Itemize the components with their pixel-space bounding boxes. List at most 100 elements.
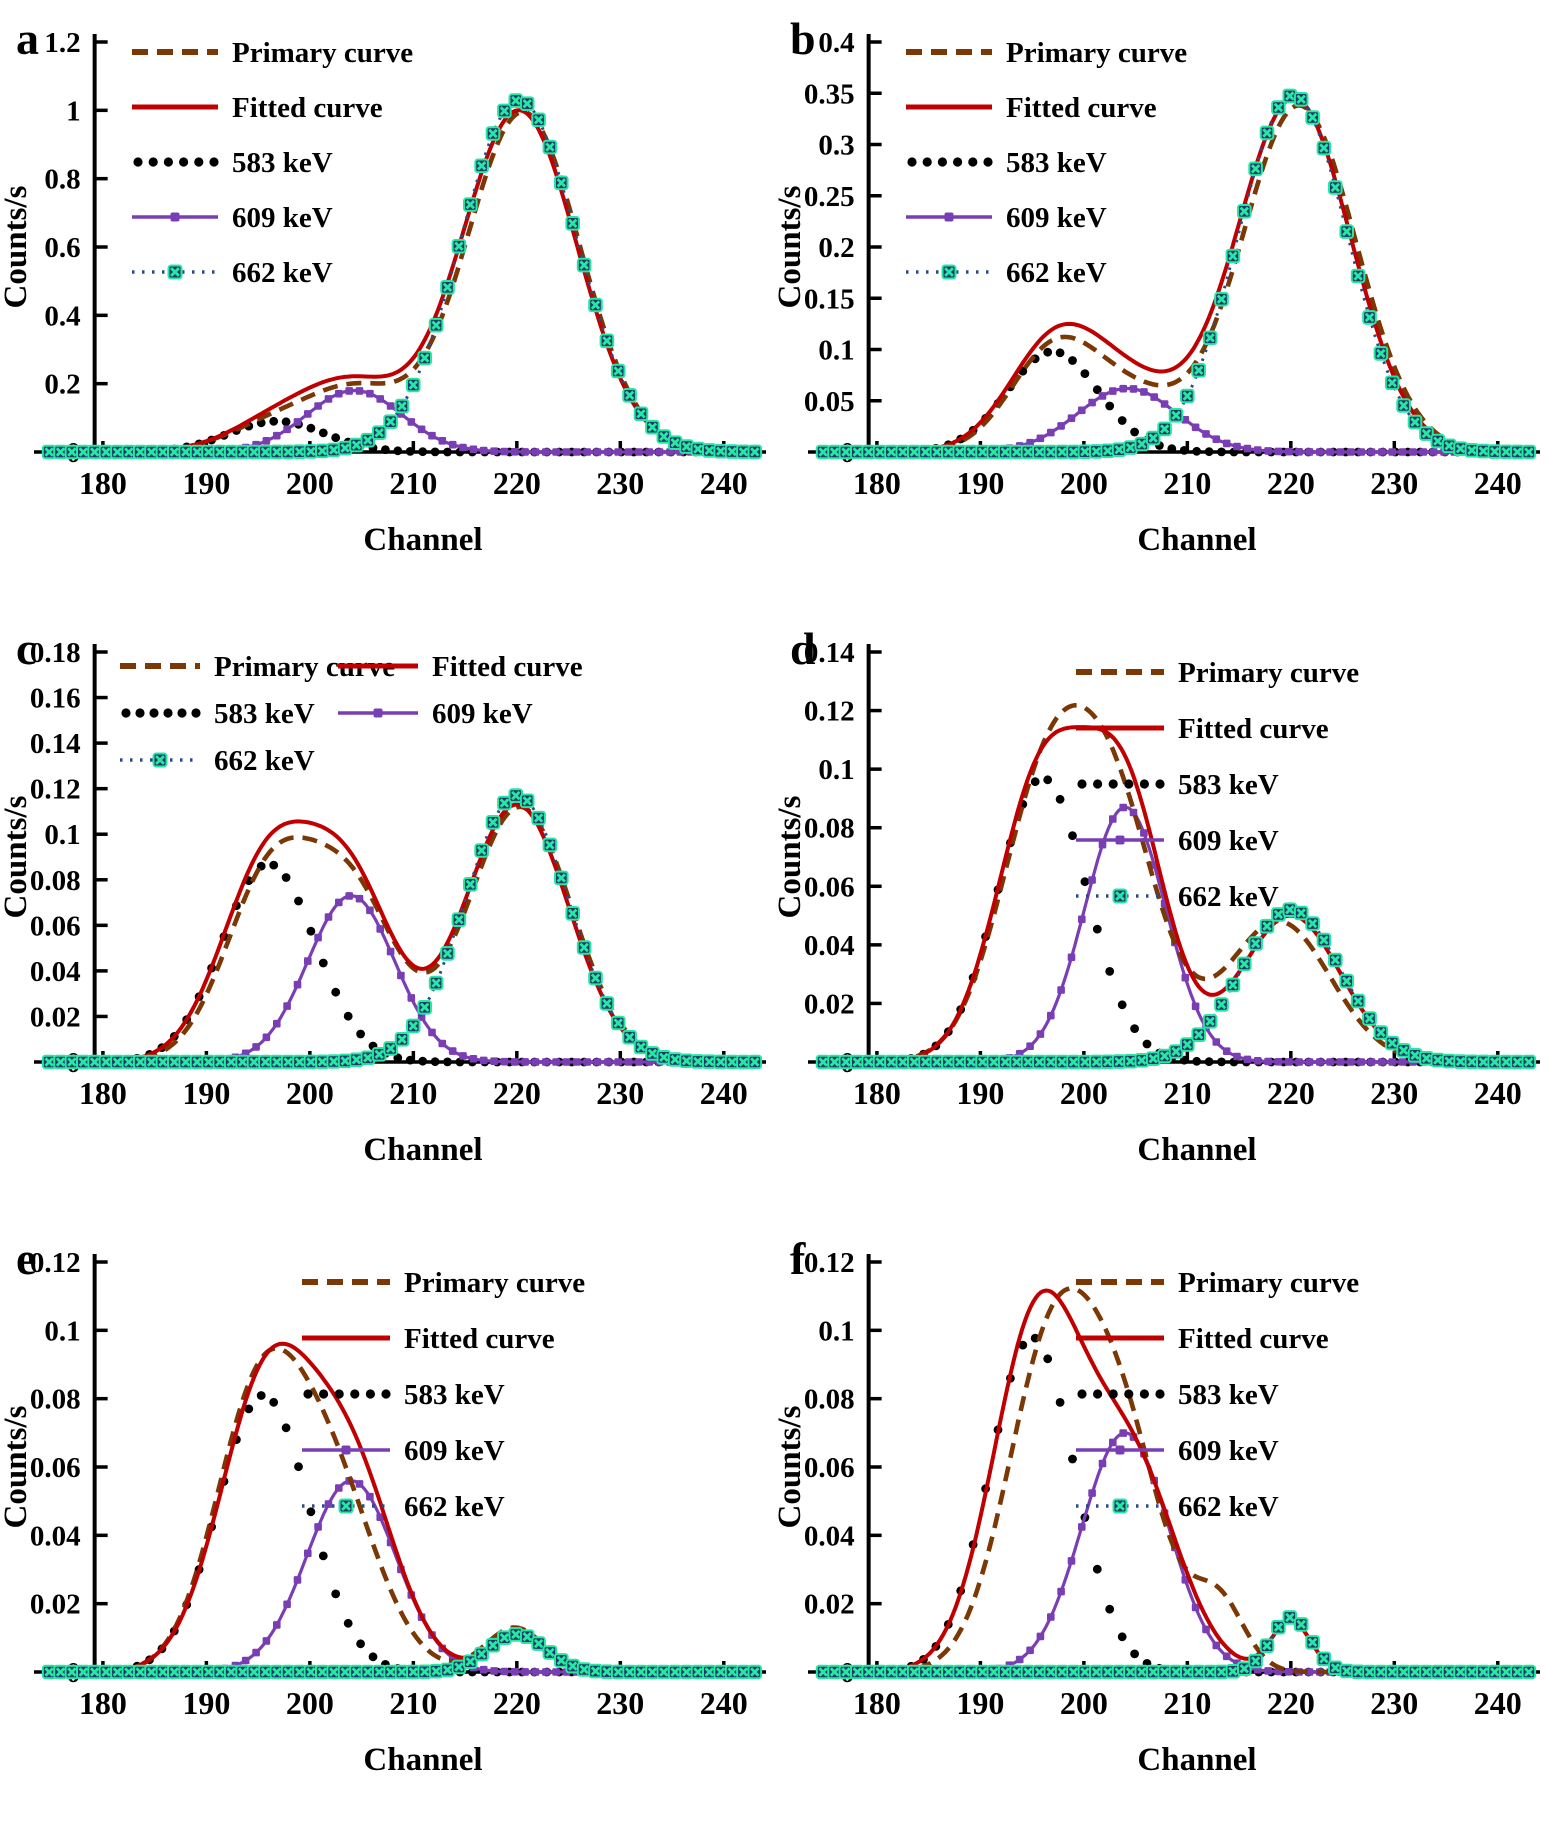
square-marker bbox=[1067, 1557, 1076, 1565]
xsquare-marker bbox=[736, 444, 751, 460]
xsquare-marker bbox=[975, 1664, 990, 1680]
dot-marker bbox=[318, 958, 328, 968]
xsquare-diag2 bbox=[829, 1057, 840, 1067]
xsquare-diag2 bbox=[693, 1056, 703, 1067]
xsquare-marker bbox=[1373, 346, 1389, 361]
xsquare-diag2 bbox=[260, 1057, 271, 1067]
xsquare-diag2 bbox=[1239, 1664, 1249, 1674]
y-tick-label: 0.08 bbox=[804, 813, 855, 845]
y-tick-label: 0.06 bbox=[30, 1452, 81, 1484]
xsquare-diag2 bbox=[511, 95, 521, 106]
xsquare-diag2 bbox=[955, 1057, 965, 1067]
xsquare-marker bbox=[1248, 936, 1263, 951]
xsquare-marker bbox=[1362, 1664, 1377, 1680]
xsquare-diag2 bbox=[704, 1667, 714, 1677]
dot-marker bbox=[1204, 1057, 1214, 1067]
xsquare-diag2 bbox=[909, 1057, 919, 1067]
xsquare-diag2 bbox=[932, 1667, 942, 1677]
square-marker bbox=[1357, 448, 1365, 456]
legend-sample-609-marker bbox=[1115, 1445, 1125, 1455]
square-marker bbox=[469, 445, 478, 454]
xsquare-diag2 bbox=[397, 1034, 407, 1044]
xsquare-diag2 bbox=[1103, 1667, 1113, 1677]
square-marker bbox=[1347, 1058, 1355, 1066]
x-tick-label: 190 bbox=[182, 465, 230, 501]
xsquare-diag2 bbox=[1421, 1667, 1432, 1677]
xsquare-marker bbox=[941, 1664, 956, 1680]
xsquare-marker bbox=[394, 1664, 410, 1680]
square-marker bbox=[1067, 414, 1076, 422]
xsquare-marker bbox=[906, 444, 922, 460]
xsquare-diag2 bbox=[863, 447, 874, 457]
dot-marker bbox=[1018, 1340, 1028, 1350]
dot-marker bbox=[343, 1011, 353, 1021]
xsquare-diag2 bbox=[944, 267, 954, 277]
xsquare-marker bbox=[1498, 1664, 1514, 1680]
xsquare-marker bbox=[1476, 443, 1491, 459]
xsquare-diag2 bbox=[146, 1667, 157, 1677]
legend-label-primary: Primary curve bbox=[1178, 657, 1359, 689]
legend-sample-583 bbox=[1139, 1389, 1149, 1399]
xsquare-diag2 bbox=[385, 1043, 396, 1054]
xsquare-marker bbox=[1259, 125, 1275, 141]
square-marker bbox=[552, 448, 560, 456]
xsquare-marker bbox=[1305, 916, 1320, 931]
y-tick-label: 0.15 bbox=[804, 283, 855, 315]
xsquare-marker bbox=[850, 1054, 865, 1070]
xsquare-marker bbox=[702, 443, 717, 458]
xsquare-marker bbox=[656, 1050, 672, 1065]
square-marker bbox=[1222, 1652, 1231, 1661]
series-fitted-curve bbox=[821, 1288, 1533, 1674]
y-tick-label: 0.1 bbox=[818, 1315, 854, 1347]
dot-marker bbox=[294, 896, 303, 906]
xsquare-diag2 bbox=[1467, 1057, 1477, 1067]
xsquare-diag2 bbox=[124, 1667, 134, 1677]
xsquare-marker bbox=[884, 1054, 899, 1070]
square-marker bbox=[542, 448, 550, 456]
xsquare-diag2 bbox=[704, 1057, 714, 1067]
xsquare-diag2 bbox=[181, 447, 191, 457]
square-marker bbox=[645, 448, 654, 456]
xsquare-diag2 bbox=[636, 1667, 646, 1677]
xsquare-diag2 bbox=[340, 1056, 350, 1066]
xsquare-marker bbox=[997, 444, 1013, 460]
xsquare-diag2 bbox=[55, 447, 66, 457]
xsquare-diag2 bbox=[351, 1055, 362, 1065]
xsquare-diag2 bbox=[1011, 447, 1022, 457]
xsquare-diag2 bbox=[1011, 1667, 1022, 1677]
square-marker bbox=[1088, 876, 1096, 884]
xsquare-marker bbox=[474, 1646, 489, 1662]
legend-sample-609-marker bbox=[170, 212, 180, 222]
xsquare-diag2 bbox=[932, 1057, 942, 1067]
legend-sample-583 bbox=[1124, 779, 1134, 789]
xsquare-diag2 bbox=[1421, 428, 1432, 439]
square-marker bbox=[1388, 448, 1396, 456]
xsquare-diag2 bbox=[476, 161, 487, 171]
dot-marker bbox=[1105, 1604, 1115, 1614]
legend-sample-583 bbox=[303, 1389, 313, 1399]
panel-letter-d: d bbox=[790, 623, 816, 674]
xsquare-diag2 bbox=[55, 1057, 66, 1067]
xsquare-diag2 bbox=[215, 1057, 225, 1067]
xsquare-diag2 bbox=[374, 1667, 384, 1677]
xsquare-marker bbox=[371, 425, 387, 440]
xsquare-diag2 bbox=[1512, 1057, 1523, 1067]
xsquare-diag2 bbox=[590, 1666, 601, 1676]
square-marker bbox=[624, 1058, 633, 1066]
y-tick-label: 0.04 bbox=[30, 1520, 81, 1552]
xsquare-marker bbox=[1305, 1635, 1320, 1650]
xsquare-marker bbox=[872, 1664, 888, 1680]
xsquare-diag2 bbox=[1342, 1666, 1352, 1676]
xsquare-diag2 bbox=[579, 260, 589, 270]
xsquare-marker bbox=[1384, 1664, 1400, 1680]
xsquare-diag2 bbox=[1342, 226, 1352, 237]
square-marker bbox=[241, 1656, 250, 1665]
square-marker bbox=[1026, 1042, 1034, 1050]
square-marker bbox=[1109, 387, 1117, 395]
xsquare-diag2 bbox=[124, 1057, 134, 1067]
xsquare-marker bbox=[417, 350, 432, 366]
xsquare-diag2 bbox=[420, 1002, 430, 1012]
xsquare-diag2 bbox=[989, 1667, 999, 1677]
xsquare-marker bbox=[451, 1659, 467, 1675]
xsquare-marker bbox=[576, 257, 592, 273]
